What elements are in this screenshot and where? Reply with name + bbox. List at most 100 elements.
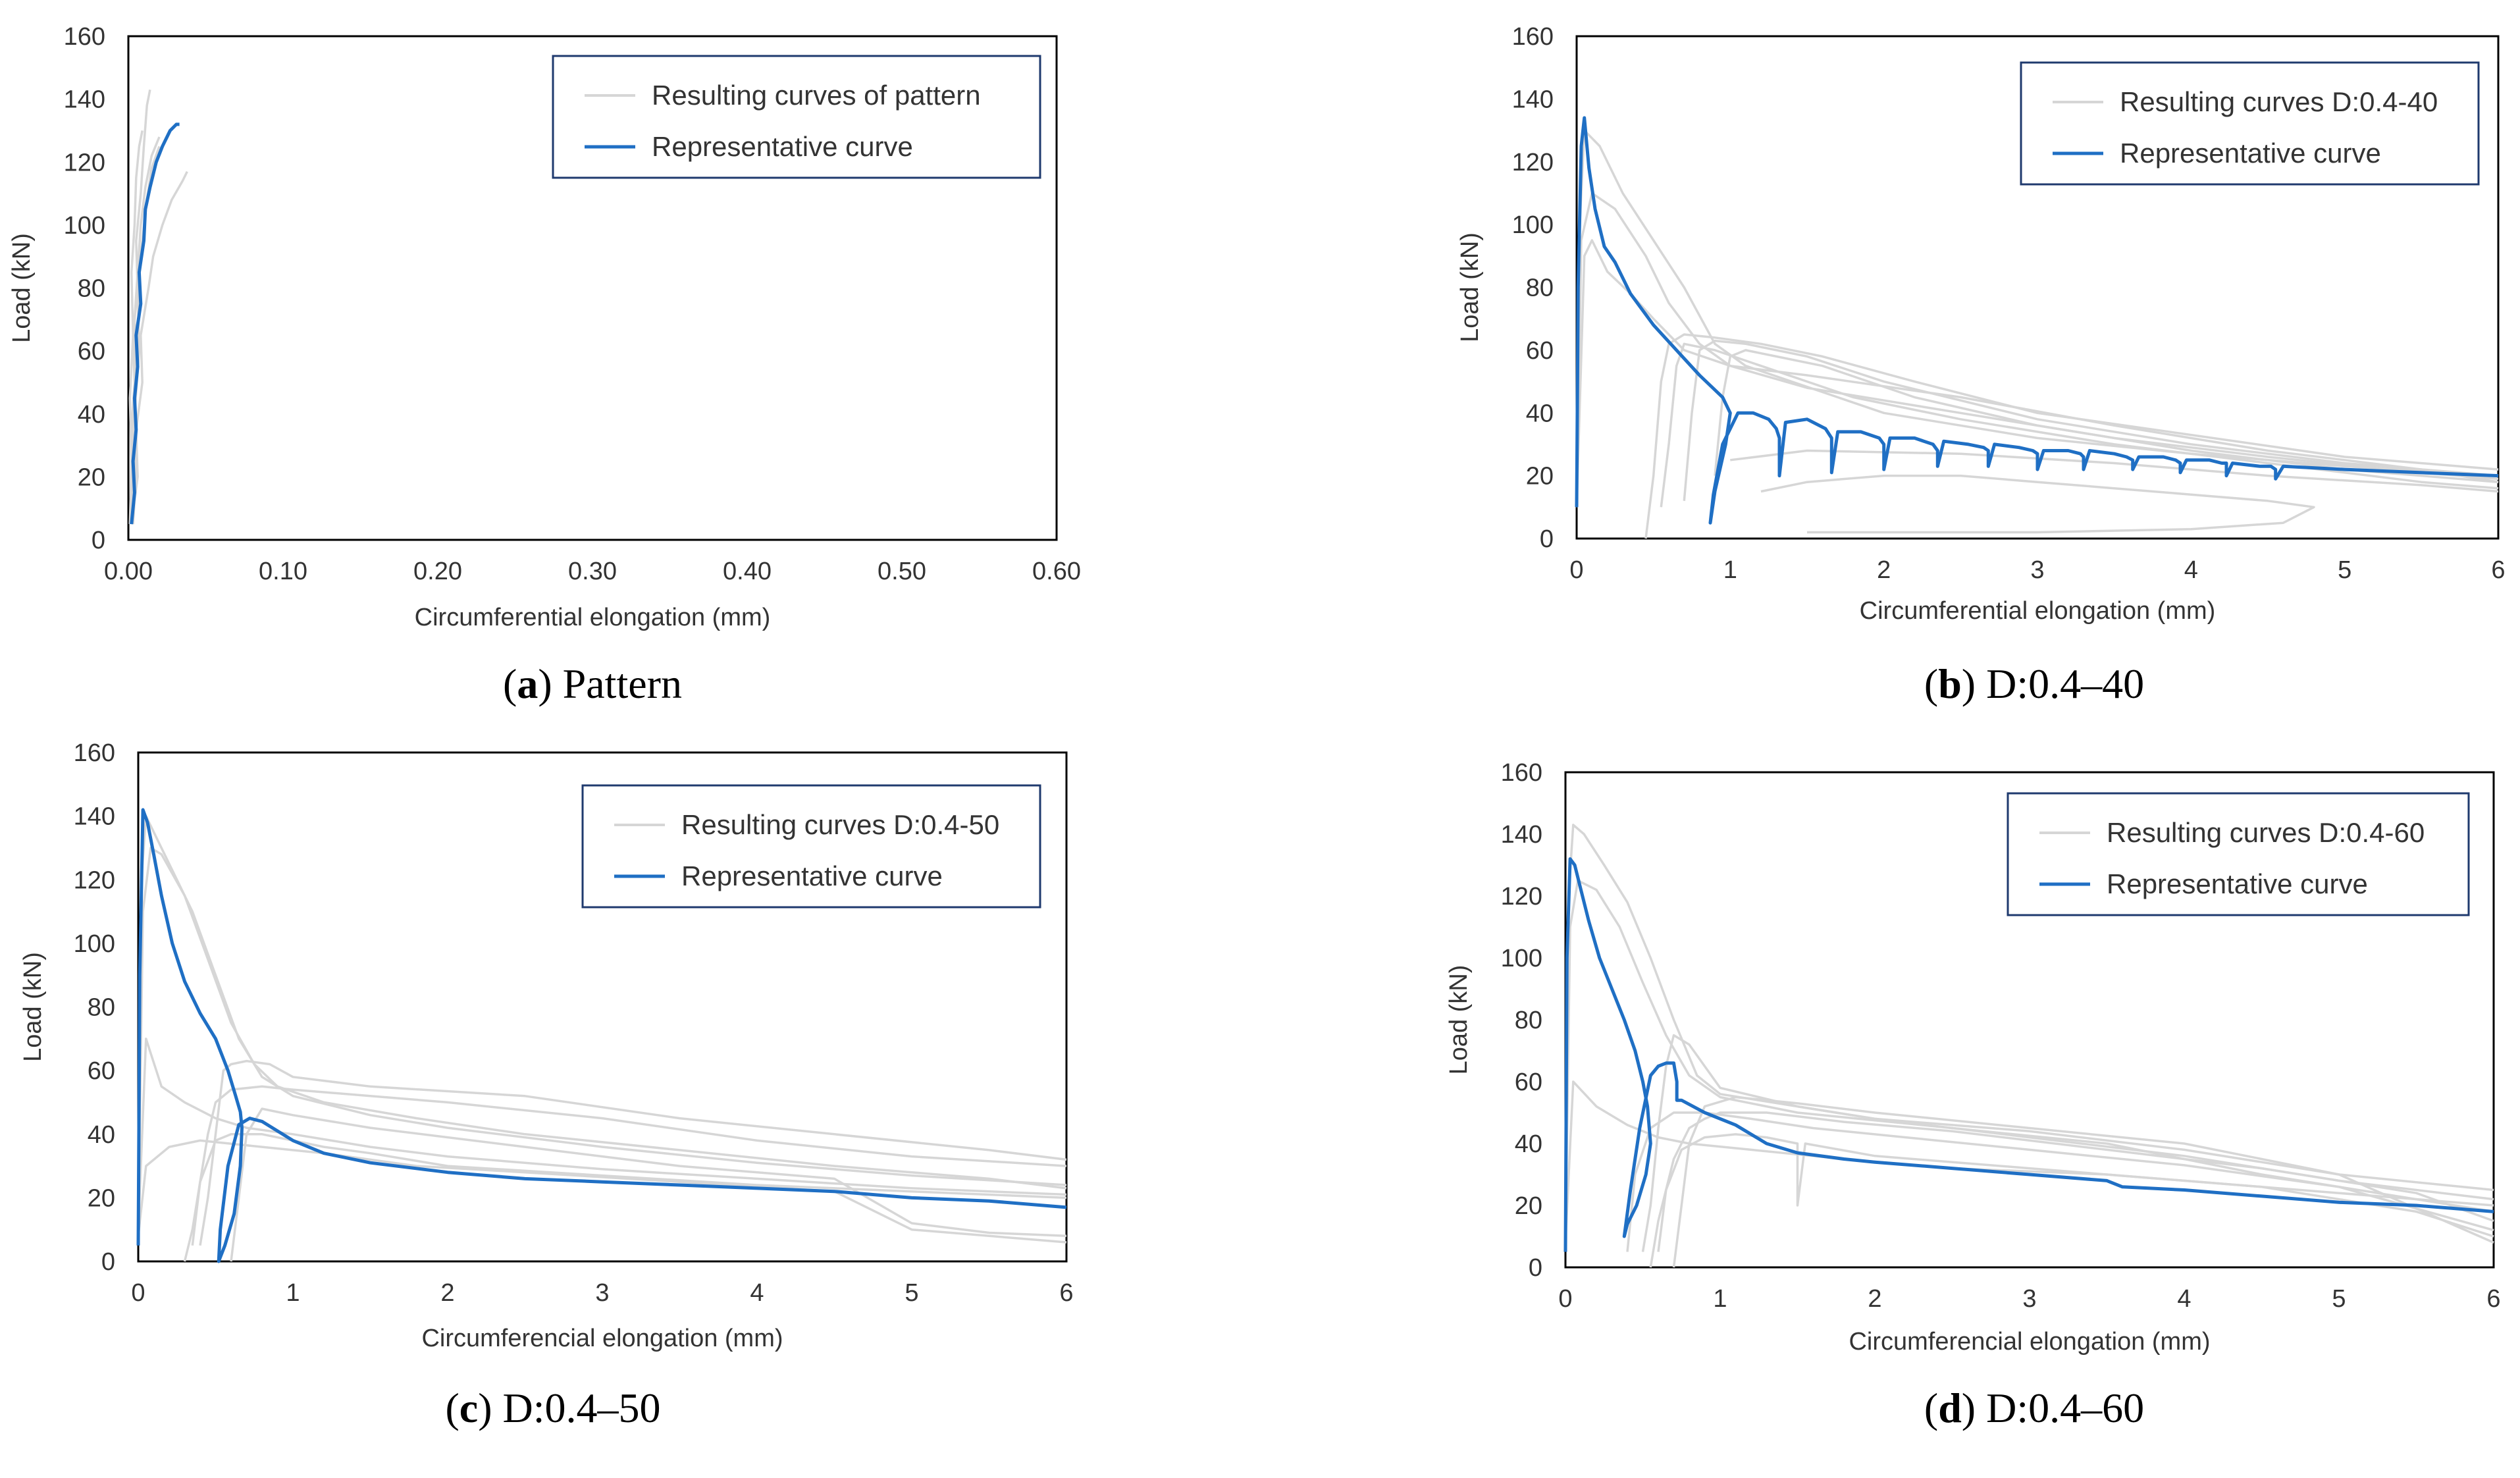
representative-curve-line <box>1575 116 2499 525</box>
resulting-curve-line <box>1564 879 2494 1237</box>
caption-text: Pattern <box>563 660 682 707</box>
resulting-curve-line <box>1626 1111 2494 1252</box>
resulting-curve-line <box>137 1038 1067 1230</box>
y-tick-label: 20 <box>1526 463 1554 490</box>
caption-open: ( <box>503 660 517 707</box>
chart-panel-a: 0.00 0.10 0.20 0.30 0.40 0.50 0.60 0 20 40 60 80 100… <box>8 23 1081 707</box>
legend-label-representative: Representative curve <box>2120 138 2381 169</box>
legend-label-resulting: Resulting curves D:0.4-50 <box>681 809 999 840</box>
caption-open: ( <box>1924 660 1938 707</box>
y-tick-label: 120 <box>64 149 105 176</box>
chart-panel-b: 0 1 2 3 4 5 6020406080100120140160Circumferent… <box>1456 23 2506 707</box>
caption-open: ( <box>1924 1385 1938 1431</box>
caption-letter: a <box>517 660 538 707</box>
y-tick-label: 160 <box>64 23 105 51</box>
x-tick-label: 0.50 <box>878 558 926 585</box>
legend: Resulting curves D:0.4-60 Representative … <box>2007 792 2470 916</box>
y-axis-label: Load (kN) <box>1445 965 1473 1075</box>
x-tick-label: 2 <box>1877 556 1891 584</box>
y-tick-label: 140 <box>64 86 105 114</box>
y-tick-label: 20 <box>88 1184 115 1212</box>
x-tick-label: 6 <box>2491 556 2505 584</box>
resulting-curve-line <box>199 1059 1067 1246</box>
resulting-curve-line <box>1564 1080 2494 1243</box>
x-tick-label: 3 <box>595 1279 609 1307</box>
y-tick-label: 160 <box>1501 759 1542 787</box>
x-tick-label: 3 <box>2022 1285 2036 1313</box>
y-tick-label: 40 <box>88 1121 115 1149</box>
x-tick-label: 5 <box>2332 1285 2346 1313</box>
x-tick-label: 1 <box>286 1279 300 1307</box>
y-tick-label: 40 <box>1526 400 1554 427</box>
resulting-curve-line <box>191 1133 1067 1246</box>
caption-close: ) <box>538 660 562 707</box>
legend-label-resulting: Resulting curves of pattern <box>652 80 981 111</box>
y-tick-label: 40 <box>1515 1130 1542 1158</box>
caption-text: D:0.4–40 <box>1986 660 2144 707</box>
resulting-curve-line <box>1641 1034 2494 1252</box>
x-tick-label: 5 <box>2338 556 2351 584</box>
x-tick-label: 1 <box>1723 556 1737 584</box>
resulting-curve-line <box>128 130 144 525</box>
x-tick-label: 4 <box>750 1279 764 1307</box>
y-tick-label: 140 <box>1512 86 1554 113</box>
legend-label-representative: Representative curve <box>2107 868 2368 899</box>
legend-label-resulting: Resulting curves D:0.4-60 <box>2107 817 2425 848</box>
resulting-curve-line <box>230 1107 1067 1262</box>
x-tick-label: 0.10 <box>259 558 307 585</box>
resulting-curve-line <box>130 171 188 525</box>
legend: Resulting curves D:0.4-40 Representative … <box>2020 61 2480 186</box>
y-tick-label: 60 <box>88 1057 115 1085</box>
y-tick-label: 140 <box>74 803 115 831</box>
caption-close: ) <box>1962 660 1986 707</box>
resulting-curve-line <box>1760 474 2315 534</box>
caption-text: D:0.4–60 <box>1986 1385 2144 1431</box>
y-tick-label: 120 <box>74 866 115 894</box>
resulting-curve-line <box>1575 129 2499 508</box>
y-tick-label: 80 <box>78 275 105 303</box>
representative-curve-line <box>130 122 180 525</box>
y-tick-label: 100 <box>1501 945 1542 972</box>
resulting-curve-line <box>1644 333 2499 539</box>
resulting-curve-line <box>1730 449 2499 493</box>
y-tick-label: 140 <box>1501 821 1542 849</box>
caption-close: ) <box>1962 1385 1986 1431</box>
x-tick-label: 0.00 <box>104 558 153 585</box>
y-tick-label: 0 <box>1529 1254 1542 1282</box>
x-tick-label: 1 <box>1713 1285 1727 1313</box>
resulting-curve-line <box>183 1085 1067 1262</box>
legend-label-representative: Representative curve <box>652 131 913 162</box>
y-tick-label: 80 <box>1526 275 1554 302</box>
legend-box <box>552 55 1041 179</box>
y-axis-label: Load (kN) <box>1456 232 1484 342</box>
legend: Resulting curves D:0.4-50 Representative … <box>581 784 1041 909</box>
plot-frame <box>127 35 1058 541</box>
x-tick-label: 4 <box>2184 556 2198 584</box>
y-tick-label: 120 <box>1512 149 1554 176</box>
panel-caption: (d) D:0.4–60 <box>1924 1385 2144 1431</box>
caption-letter: d <box>1938 1385 1962 1431</box>
y-tick-label: 0 <box>101 1248 115 1276</box>
resulting-curve-line <box>1575 192 2499 508</box>
x-tick-label: 2 <box>440 1279 454 1307</box>
y-tick-label: 0 <box>92 527 105 554</box>
panel-caption: (b) D:0.4–40 <box>1924 660 2144 707</box>
x-tick-label: 2 <box>1868 1285 1881 1313</box>
legend-box <box>2007 792 2470 916</box>
representative-curve-line <box>1563 857 2494 1252</box>
x-tick-label: 0 <box>1569 556 1583 584</box>
caption-open: ( <box>445 1385 459 1431</box>
x-axis-label: Circumferential elongation (mm) <box>415 604 771 631</box>
caption-close: ) <box>478 1385 502 1431</box>
x-axis-label: Circumferencial elongation (mm) <box>1849 1328 2210 1356</box>
x-axis-label: Circumferencial elongation (mm) <box>421 1325 783 1352</box>
y-tick-label: 100 <box>1512 211 1554 239</box>
legend: Resulting curves of pattern Representativ… <box>552 55 1041 179</box>
x-tick-label: 6 <box>2486 1285 2500 1313</box>
caption-letter: c <box>459 1385 478 1431</box>
x-tick-label: 3 <box>2030 556 2044 584</box>
y-tick-label: 40 <box>78 401 105 429</box>
y-tick-label: 100 <box>64 212 105 240</box>
